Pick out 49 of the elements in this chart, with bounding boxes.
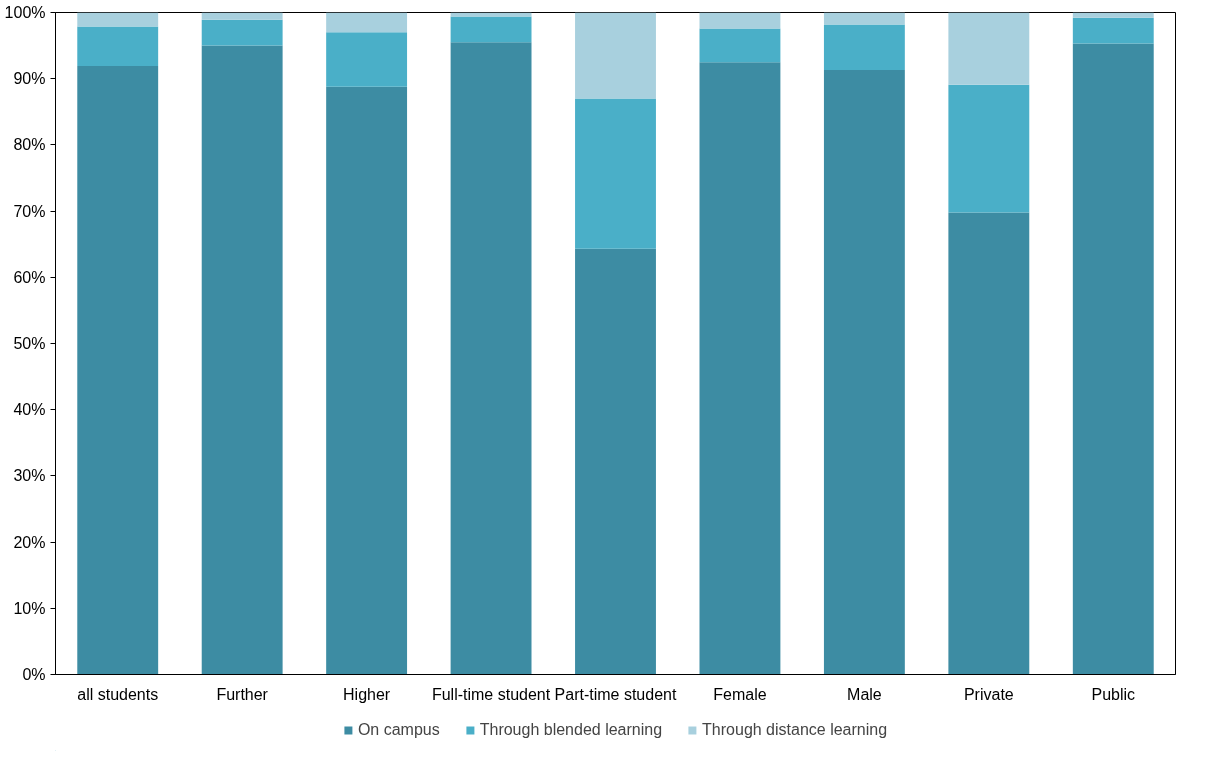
bar <box>699 12 781 29</box>
x-tick-label: Public <box>1091 685 1136 703</box>
bar <box>201 19 283 46</box>
y-tick-label: 50% <box>13 335 46 352</box>
x-tick-label: Higher <box>343 685 391 703</box>
bar <box>77 26 159 67</box>
x-tick-label: all students <box>77 685 159 703</box>
bar <box>77 66 159 675</box>
bar <box>575 12 656 99</box>
bar <box>326 12 408 33</box>
y-tick-label: 80% <box>13 136 46 154</box>
legend-label: Through blended learning <box>479 721 663 739</box>
bar <box>450 42 532 675</box>
y-tick-label: 10% <box>13 599 46 617</box>
x-tick-label: Full-time student <box>431 685 551 703</box>
bar <box>948 212 1030 675</box>
legend-label: Through distance learning <box>702 721 888 739</box>
y-tick-label: 60% <box>13 268 46 286</box>
bar <box>326 32 408 87</box>
bar <box>823 24 905 71</box>
x-tick-label: Male <box>847 685 882 703</box>
bar <box>1072 12 1154 18</box>
y-tick-label: 20% <box>13 533 46 551</box>
y-tick-label: 40% <box>13 401 46 419</box>
y-tick-label: 70% <box>13 202 46 220</box>
x-tick-label: Part-time student <box>554 685 677 703</box>
y-tick-label: 0% <box>22 666 46 683</box>
y-tick-label: 100% <box>4 4 46 21</box>
bar <box>575 248 656 675</box>
x-tick-label: Further <box>216 685 269 703</box>
bar <box>1072 43 1154 675</box>
bar <box>1072 17 1154 44</box>
y-tick-label: 30% <box>13 467 46 485</box>
bar <box>450 16 532 43</box>
bar <box>823 70 905 675</box>
bar <box>699 28 781 63</box>
bar <box>201 12 283 20</box>
bar <box>948 84 1030 213</box>
bar <box>326 86 408 675</box>
bar <box>699 62 781 675</box>
bar <box>77 12 159 27</box>
x-tick-label: Private <box>963 685 1014 703</box>
bar <box>823 12 905 25</box>
bar <box>948 12 1030 85</box>
x-tick-label: Female <box>713 685 767 703</box>
bar <box>575 98 656 249</box>
bar <box>201 45 283 675</box>
y-tick-label: 90% <box>13 70 46 88</box>
legend-label: On campus <box>357 721 440 739</box>
